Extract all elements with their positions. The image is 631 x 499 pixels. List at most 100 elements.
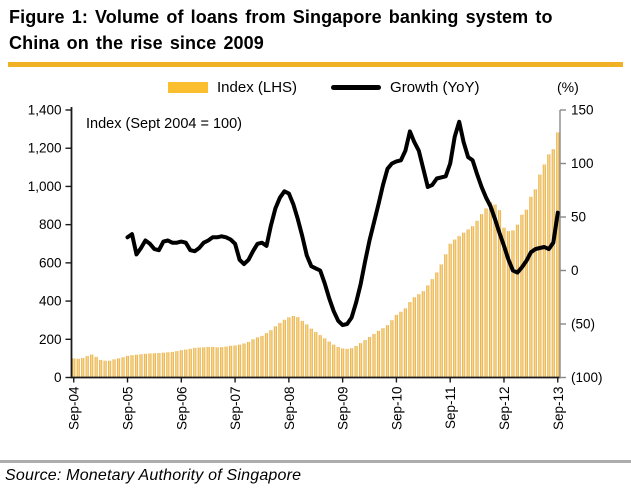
right-axis-label: (50) — [571, 317, 595, 332]
index-bar — [125, 355, 130, 378]
index-bar — [412, 297, 416, 378]
growth-line — [125, 119, 560, 328]
x-axis-label: Sep-09 — [336, 387, 351, 431]
index-bar — [345, 348, 349, 378]
index-bar — [224, 346, 228, 378]
index-bar — [435, 272, 439, 378]
index-bar — [462, 232, 466, 378]
index-bar — [108, 360, 112, 378]
index-bar — [296, 317, 300, 378]
source-note: Source: Monetary Authority of Singapore — [5, 467, 302, 484]
index-bar — [372, 333, 376, 378]
index-bar — [81, 358, 85, 378]
left-axis-label: 0 — [54, 370, 62, 385]
index-bar — [524, 209, 528, 378]
index-bar — [229, 345, 233, 378]
index-bar — [309, 328, 313, 378]
source-divider — [0, 460, 631, 463]
left-axis-label: 600 — [39, 255, 62, 270]
index-bar — [488, 202, 493, 378]
index-bar — [260, 335, 264, 378]
index-bar — [206, 346, 210, 378]
index-bar — [273, 326, 277, 378]
index-bar — [139, 354, 143, 378]
index-bar — [327, 341, 331, 378]
index-bar — [332, 344, 336, 378]
index-bar — [193, 347, 197, 378]
index-bar — [538, 174, 542, 378]
index-bar — [157, 353, 161, 378]
index-bar — [188, 348, 192, 378]
index-bar — [148, 353, 152, 378]
index-bar — [143, 353, 148, 378]
index-bar — [417, 294, 421, 378]
index-bar — [350, 348, 354, 378]
index-bar — [439, 264, 443, 378]
index-bar — [166, 352, 170, 378]
left-axis-label: 1,000 — [28, 179, 62, 194]
index-bar — [314, 332, 318, 378]
index-bar — [551, 149, 555, 378]
index-bar — [359, 343, 363, 378]
index-legend-label: Index (LHS) — [217, 79, 298, 96]
index-bar — [475, 220, 479, 378]
index-bar — [134, 354, 139, 378]
index-base-annotation: Index (Sept 2004 = 100) — [86, 116, 242, 132]
left-axis-label: 800 — [39, 217, 62, 232]
index-bar — [90, 354, 94, 378]
index-bar — [426, 285, 430, 378]
index-bar — [547, 154, 551, 378]
index-bar — [506, 231, 511, 378]
index-bar — [542, 164, 546, 378]
index-bar — [237, 344, 242, 378]
index-bar — [116, 358, 121, 378]
right-axis-label: 0 — [571, 263, 579, 278]
index-bar — [354, 345, 358, 378]
left-axis-label: 200 — [39, 332, 62, 347]
index-bar — [448, 243, 452, 378]
index-bar — [381, 328, 385, 378]
index-bar — [408, 302, 412, 378]
index-bar — [533, 189, 537, 378]
index-bar — [471, 226, 475, 378]
index-bar — [255, 337, 260, 378]
index-bar — [300, 320, 304, 378]
index-bar — [444, 254, 448, 378]
index-bar — [161, 352, 165, 378]
index-bar — [453, 239, 457, 378]
x-axis-label: Sep-08 — [282, 387, 297, 431]
x-axis-label: Sep-13 — [551, 387, 566, 431]
index-bar — [94, 356, 98, 378]
index-bar — [76, 358, 80, 378]
left-axis-label: 1,400 — [28, 103, 62, 118]
index-bar — [430, 279, 434, 378]
index-bar — [112, 359, 116, 378]
index-bar — [233, 345, 237, 378]
x-axis-label: Sep-04 — [67, 386, 82, 430]
index-bar — [323, 338, 327, 378]
index-bar — [363, 340, 367, 378]
right-axis-label: 100 — [571, 156, 594, 171]
legend-item-index: Index (LHS) — [168, 79, 297, 96]
index-bar — [385, 325, 390, 378]
index-bar — [511, 230, 515, 378]
index-bar — [529, 196, 533, 378]
index-bar — [466, 229, 470, 378]
index-bar — [493, 204, 497, 378]
index-bar — [202, 347, 206, 378]
x-axis-label: Sep-10 — [389, 387, 404, 431]
x-axis-label: Sep-07 — [228, 387, 243, 431]
legend-item-growth: Growth (YoY) — [331, 79, 480, 96]
index-bar — [282, 319, 286, 378]
title-divider — [8, 62, 623, 67]
index-bar — [246, 341, 251, 378]
index-bar — [103, 360, 107, 378]
index-bar — [520, 214, 524, 378]
left-axis-label: 400 — [39, 294, 62, 309]
right-axis-label: 150 — [571, 103, 594, 118]
index-bar — [85, 356, 89, 378]
index-bar — [502, 227, 506, 378]
x-axis-label: Sep-11 — [443, 387, 458, 430]
index-bar — [287, 317, 291, 378]
